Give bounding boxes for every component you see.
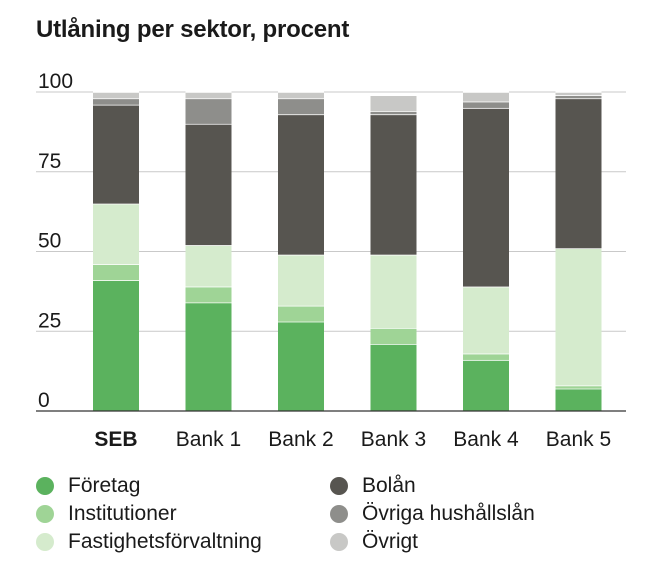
legend-swatch-fastighetsforvaltning xyxy=(36,533,54,551)
bar-segment-3-5 xyxy=(370,95,417,112)
legend-label-ovriga-hushallslan: Övriga hushållslån xyxy=(362,502,535,525)
legend-item-ovrigt: Övrigt xyxy=(330,528,535,556)
bar-segment-1-2 xyxy=(185,245,232,287)
bar-segment-3-4 xyxy=(370,111,417,115)
legend-item-institutioner: Institutioner xyxy=(36,500,262,528)
bar-segment-5-4 xyxy=(555,95,602,99)
legend-column-right: Bolån Övriga hushållslån Övrigt xyxy=(330,472,535,556)
y-tick-label-50: 50 xyxy=(38,230,61,253)
x-tick-label-4: Bank 4 xyxy=(453,428,519,451)
bar-segment-5-2 xyxy=(555,248,602,386)
y-tick-label-75: 75 xyxy=(38,150,61,173)
legend-swatch-ovrigt xyxy=(330,533,348,551)
legend-label-bolan: Bolån xyxy=(362,474,416,497)
bar-segment-1-1 xyxy=(185,286,232,303)
legend-item-foretag: Företag xyxy=(36,472,262,500)
bar-segment-0-5 xyxy=(93,92,139,99)
x-tick-label-5: Bank 5 xyxy=(546,428,611,451)
bar-segment-4-0 xyxy=(463,359,509,411)
x-tick-label-3: Bank 3 xyxy=(361,428,426,451)
bar-segment-5-1 xyxy=(555,385,602,389)
x-tick-label-2: Bank 2 xyxy=(268,428,333,451)
bar-segment-3-0 xyxy=(370,344,417,411)
legend-label-fastighetsforvaltning: Fastighetsförvaltning xyxy=(68,530,262,553)
bar-segment-1-0 xyxy=(185,302,232,411)
y-tick-label-100: 100 xyxy=(38,70,73,93)
bar-segment-0-1 xyxy=(93,264,139,281)
bar-segment-4-3 xyxy=(463,107,509,287)
bar-segment-2-2 xyxy=(278,254,324,306)
legend-swatch-ovriga-hushallslan xyxy=(330,505,348,523)
x-tick-label-1: Bank 1 xyxy=(176,428,241,451)
bar-segment-0-2 xyxy=(93,203,139,265)
bar-segment-4-2 xyxy=(463,286,509,354)
bar-segment-4-5 xyxy=(463,92,509,102)
chart-title: Utlåning per sektor, procent xyxy=(36,16,350,43)
legend-label-foretag: Företag xyxy=(68,474,141,497)
y-tick-label-0: 0 xyxy=(38,389,50,412)
legend-item-bolan: Bolån xyxy=(330,472,535,500)
bar-segment-5-5 xyxy=(555,92,602,96)
legend-item-ovriga-hushallslan: Övriga hushållslån xyxy=(330,500,535,528)
bar-segment-2-4 xyxy=(278,98,324,115)
bar-segment-5-3 xyxy=(555,98,602,249)
bar-segment-4-1 xyxy=(463,353,509,360)
bar-segment-1-5 xyxy=(185,92,232,99)
bar-segment-0-4 xyxy=(93,98,139,105)
bar-segment-2-1 xyxy=(278,305,324,322)
legend-swatch-institutioner xyxy=(36,505,54,523)
bar-segment-2-5 xyxy=(278,92,324,99)
legend-column-left: Företag Institutioner Fastighetsförvaltn… xyxy=(36,472,262,556)
bar-segment-3-1 xyxy=(370,328,417,345)
bar-segment-3-3 xyxy=(370,114,417,255)
x-tick-label-0: SEB xyxy=(94,428,137,451)
legend-label-institutioner: Institutioner xyxy=(68,502,177,525)
legend-swatch-foretag xyxy=(36,477,54,495)
bar-segment-3-2 xyxy=(370,254,417,329)
legend-label-ovrigt: Övrigt xyxy=(362,530,419,553)
bar-segment-2-0 xyxy=(278,321,324,411)
bar-segment-1-4 xyxy=(185,98,232,124)
legend-item-fastighetsforvaltning: Fastighetsförvaltning xyxy=(36,528,262,556)
bar-segment-5-0 xyxy=(555,388,602,411)
bar-segment-1-3 xyxy=(185,123,232,246)
y-tick-label-25: 25 xyxy=(38,309,61,332)
bar-segment-0-0 xyxy=(93,280,139,411)
legend-swatch-bolan xyxy=(330,477,348,495)
bar-segment-2-3 xyxy=(278,114,324,255)
bar-segment-4-4 xyxy=(463,101,509,108)
bar-segment-0-3 xyxy=(93,104,139,204)
